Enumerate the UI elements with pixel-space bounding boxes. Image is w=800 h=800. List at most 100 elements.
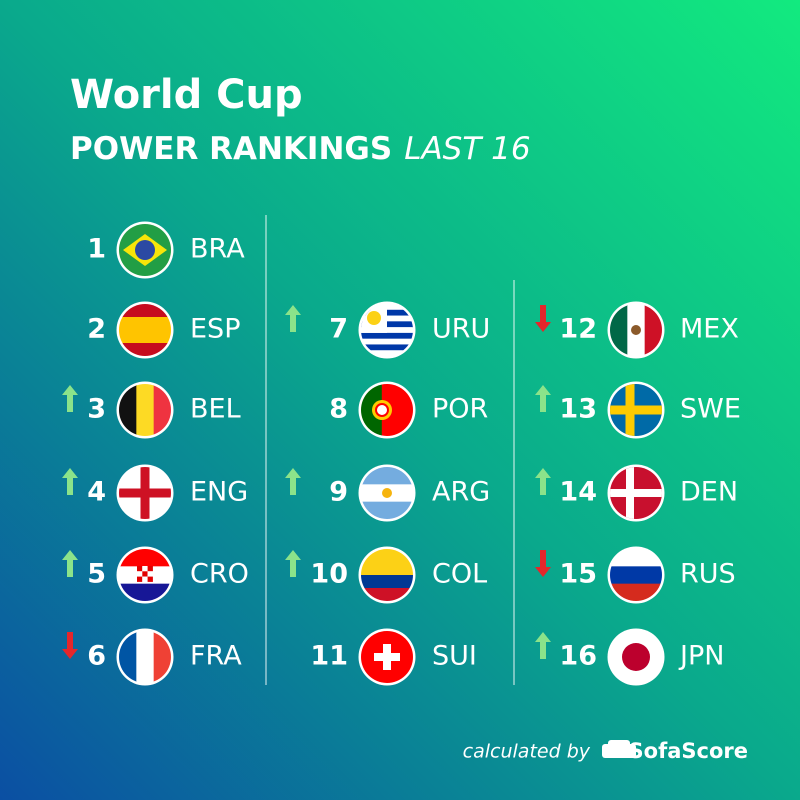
trend-arrow-up	[535, 632, 551, 659]
flag-part	[644, 304, 662, 356]
team-code: ESP	[190, 314, 240, 345]
ranking-row: 6 FRA	[62, 628, 242, 686]
flag-part	[610, 489, 662, 497]
flag-part	[135, 240, 155, 260]
rank: 11	[310, 641, 348, 672]
team-code: BRA	[190, 234, 245, 265]
flag	[361, 304, 413, 356]
flag-part	[137, 576, 143, 582]
flag-part	[142, 576, 148, 582]
rank: 12	[559, 314, 597, 345]
team-code: SWE	[680, 394, 741, 425]
rank: 8	[329, 394, 348, 425]
ranking-row: 11 SUI	[310, 628, 477, 686]
trend-arrow-up	[535, 385, 551, 412]
team-code: BEL	[190, 394, 241, 425]
flag-part	[375, 403, 389, 417]
team-code: POR	[432, 394, 488, 425]
ranking-row: 5 CRO	[62, 546, 249, 604]
flag-part	[119, 488, 171, 498]
footer-note: calculated by	[463, 741, 591, 763]
ranking-row: 10 COL	[285, 546, 487, 604]
ranking-row: 7 URU	[285, 301, 490, 359]
flag-part	[610, 583, 662, 601]
flag	[610, 384, 662, 436]
rank: 10	[310, 559, 348, 590]
flag-part	[382, 488, 392, 498]
flag	[610, 467, 662, 519]
flag-part	[142, 571, 148, 577]
team-code: CRO	[190, 559, 249, 590]
trend-arrow-up	[285, 550, 301, 577]
flag-part	[147, 571, 153, 577]
trend-arrow-up	[62, 468, 78, 495]
ranking-row: 12 MEX	[535, 301, 739, 359]
flag-part	[610, 549, 662, 567]
flag	[361, 467, 413, 519]
flag-part	[374, 653, 400, 661]
flag-part	[142, 566, 148, 572]
flag	[119, 549, 171, 601]
team-code: FRA	[190, 641, 242, 672]
rank: 6	[87, 641, 106, 672]
title: World Cup	[70, 72, 303, 118]
flag-part	[119, 583, 171, 601]
team-code: RUS	[680, 559, 736, 590]
flag	[119, 467, 171, 519]
rank: 16	[559, 641, 597, 672]
subtitle-tag: LAST 16	[404, 131, 530, 167]
trend-arrow-up	[285, 305, 301, 332]
rank: 13	[559, 394, 597, 425]
rank: 1	[87, 234, 106, 265]
rank: 2	[87, 314, 106, 345]
ranking-row: 1 BRA	[87, 221, 245, 279]
trend-arrow-up	[62, 550, 78, 577]
flag	[610, 631, 662, 683]
flag-part	[147, 566, 153, 572]
rank: 4	[87, 477, 106, 508]
flag-part	[137, 566, 143, 572]
flag-part	[631, 325, 641, 335]
flag-part	[119, 317, 171, 344]
flag-part	[147, 576, 153, 582]
subtitle-line: POWER RANKINGS LAST 16	[70, 131, 531, 167]
trend-arrow-up	[62, 385, 78, 412]
flag-part	[153, 631, 171, 683]
flag-part	[136, 631, 155, 683]
flag-part	[119, 549, 171, 567]
team-code: DEN	[680, 477, 738, 508]
team-code: COL	[432, 559, 487, 590]
team-code: ARG	[432, 477, 490, 508]
flag	[610, 304, 662, 356]
trend-arrow-down	[62, 632, 78, 659]
flag-part	[361, 350, 413, 356]
ranking-row: 9 ARG	[285, 464, 490, 522]
rank: 15	[559, 559, 597, 590]
flag-part	[119, 384, 137, 436]
flag-part	[361, 344, 413, 351]
flag-part	[361, 575, 413, 589]
flag-part	[361, 501, 413, 519]
flag	[119, 224, 171, 276]
ranking-row: 8 POR	[329, 381, 488, 439]
ranking-row: 15 RUS	[535, 546, 736, 604]
flag-part	[610, 304, 628, 356]
rank: 14	[559, 477, 597, 508]
ranking-row: 4 ENG	[62, 464, 248, 522]
team-code: URU	[432, 314, 490, 345]
flag-part	[610, 405, 662, 415]
ranking-row: 16 JPN	[535, 628, 724, 686]
ranking-row: 14 DEN	[535, 464, 738, 522]
rank: 5	[87, 559, 106, 590]
team-code: ENG	[190, 477, 248, 508]
rank: 9	[329, 477, 348, 508]
footer-brand: SofaScore	[629, 739, 748, 763]
rank: 3	[87, 394, 106, 425]
subtitle: POWER RANKINGS	[70, 131, 392, 167]
team-code: JPN	[678, 641, 724, 672]
trend-arrow-up	[535, 468, 551, 495]
flag	[119, 384, 171, 436]
flag-part	[119, 631, 137, 683]
